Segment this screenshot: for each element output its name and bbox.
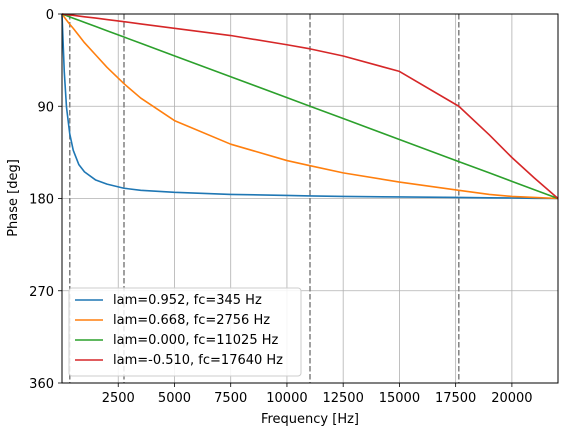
series-line-2 [61, 13, 559, 200]
x-tick-label: 10000 [266, 391, 307, 406]
series-line-3 [61, 13, 559, 200]
y-tick-label: 180 [29, 193, 54, 208]
series-line-1 [61, 13, 559, 200]
legend: lam=0.952, fc=345 Hz lam=0.668, fc=2756 H… [68, 287, 302, 377]
x-tick-label: 17500 [435, 391, 476, 406]
x-tick-label: 20000 [491, 391, 532, 406]
series-lines [61, 13, 559, 200]
x-tick-label: 12500 [322, 391, 363, 406]
y-axis-label: Phase [deg] [6, 159, 21, 237]
series-line-0 [61, 13, 559, 200]
y-tick-label: 360 [29, 377, 54, 392]
y-axis-ticks: 0 90 180 270 360 [29, 8, 62, 392]
legend-label: lam=0.952, fc=345 Hz [113, 293, 262, 308]
y-tick-label: 270 [29, 285, 54, 300]
x-tick-label: 5000 [158, 391, 191, 406]
legend-label: lam=-0.510, fc=17640 Hz [113, 353, 283, 368]
x-axis-ticks: 2500 5000 7500 10000 12500 15000 17500 20000 [102, 383, 533, 406]
legend-box [68, 287, 302, 377]
legend-label: lam=0.000, fc=11025 Hz [113, 333, 278, 348]
legend-label: lam=0.668, fc=2756 Hz [113, 313, 270, 328]
x-axis-label: Frequency [Hz] [261, 412, 359, 427]
x-tick-label: 15000 [379, 391, 420, 406]
y-tick-label: 0 [46, 8, 54, 23]
x-tick-label: 2500 [102, 391, 135, 406]
y-tick-label: 90 [37, 100, 54, 115]
x-tick-label: 7500 [214, 391, 247, 406]
